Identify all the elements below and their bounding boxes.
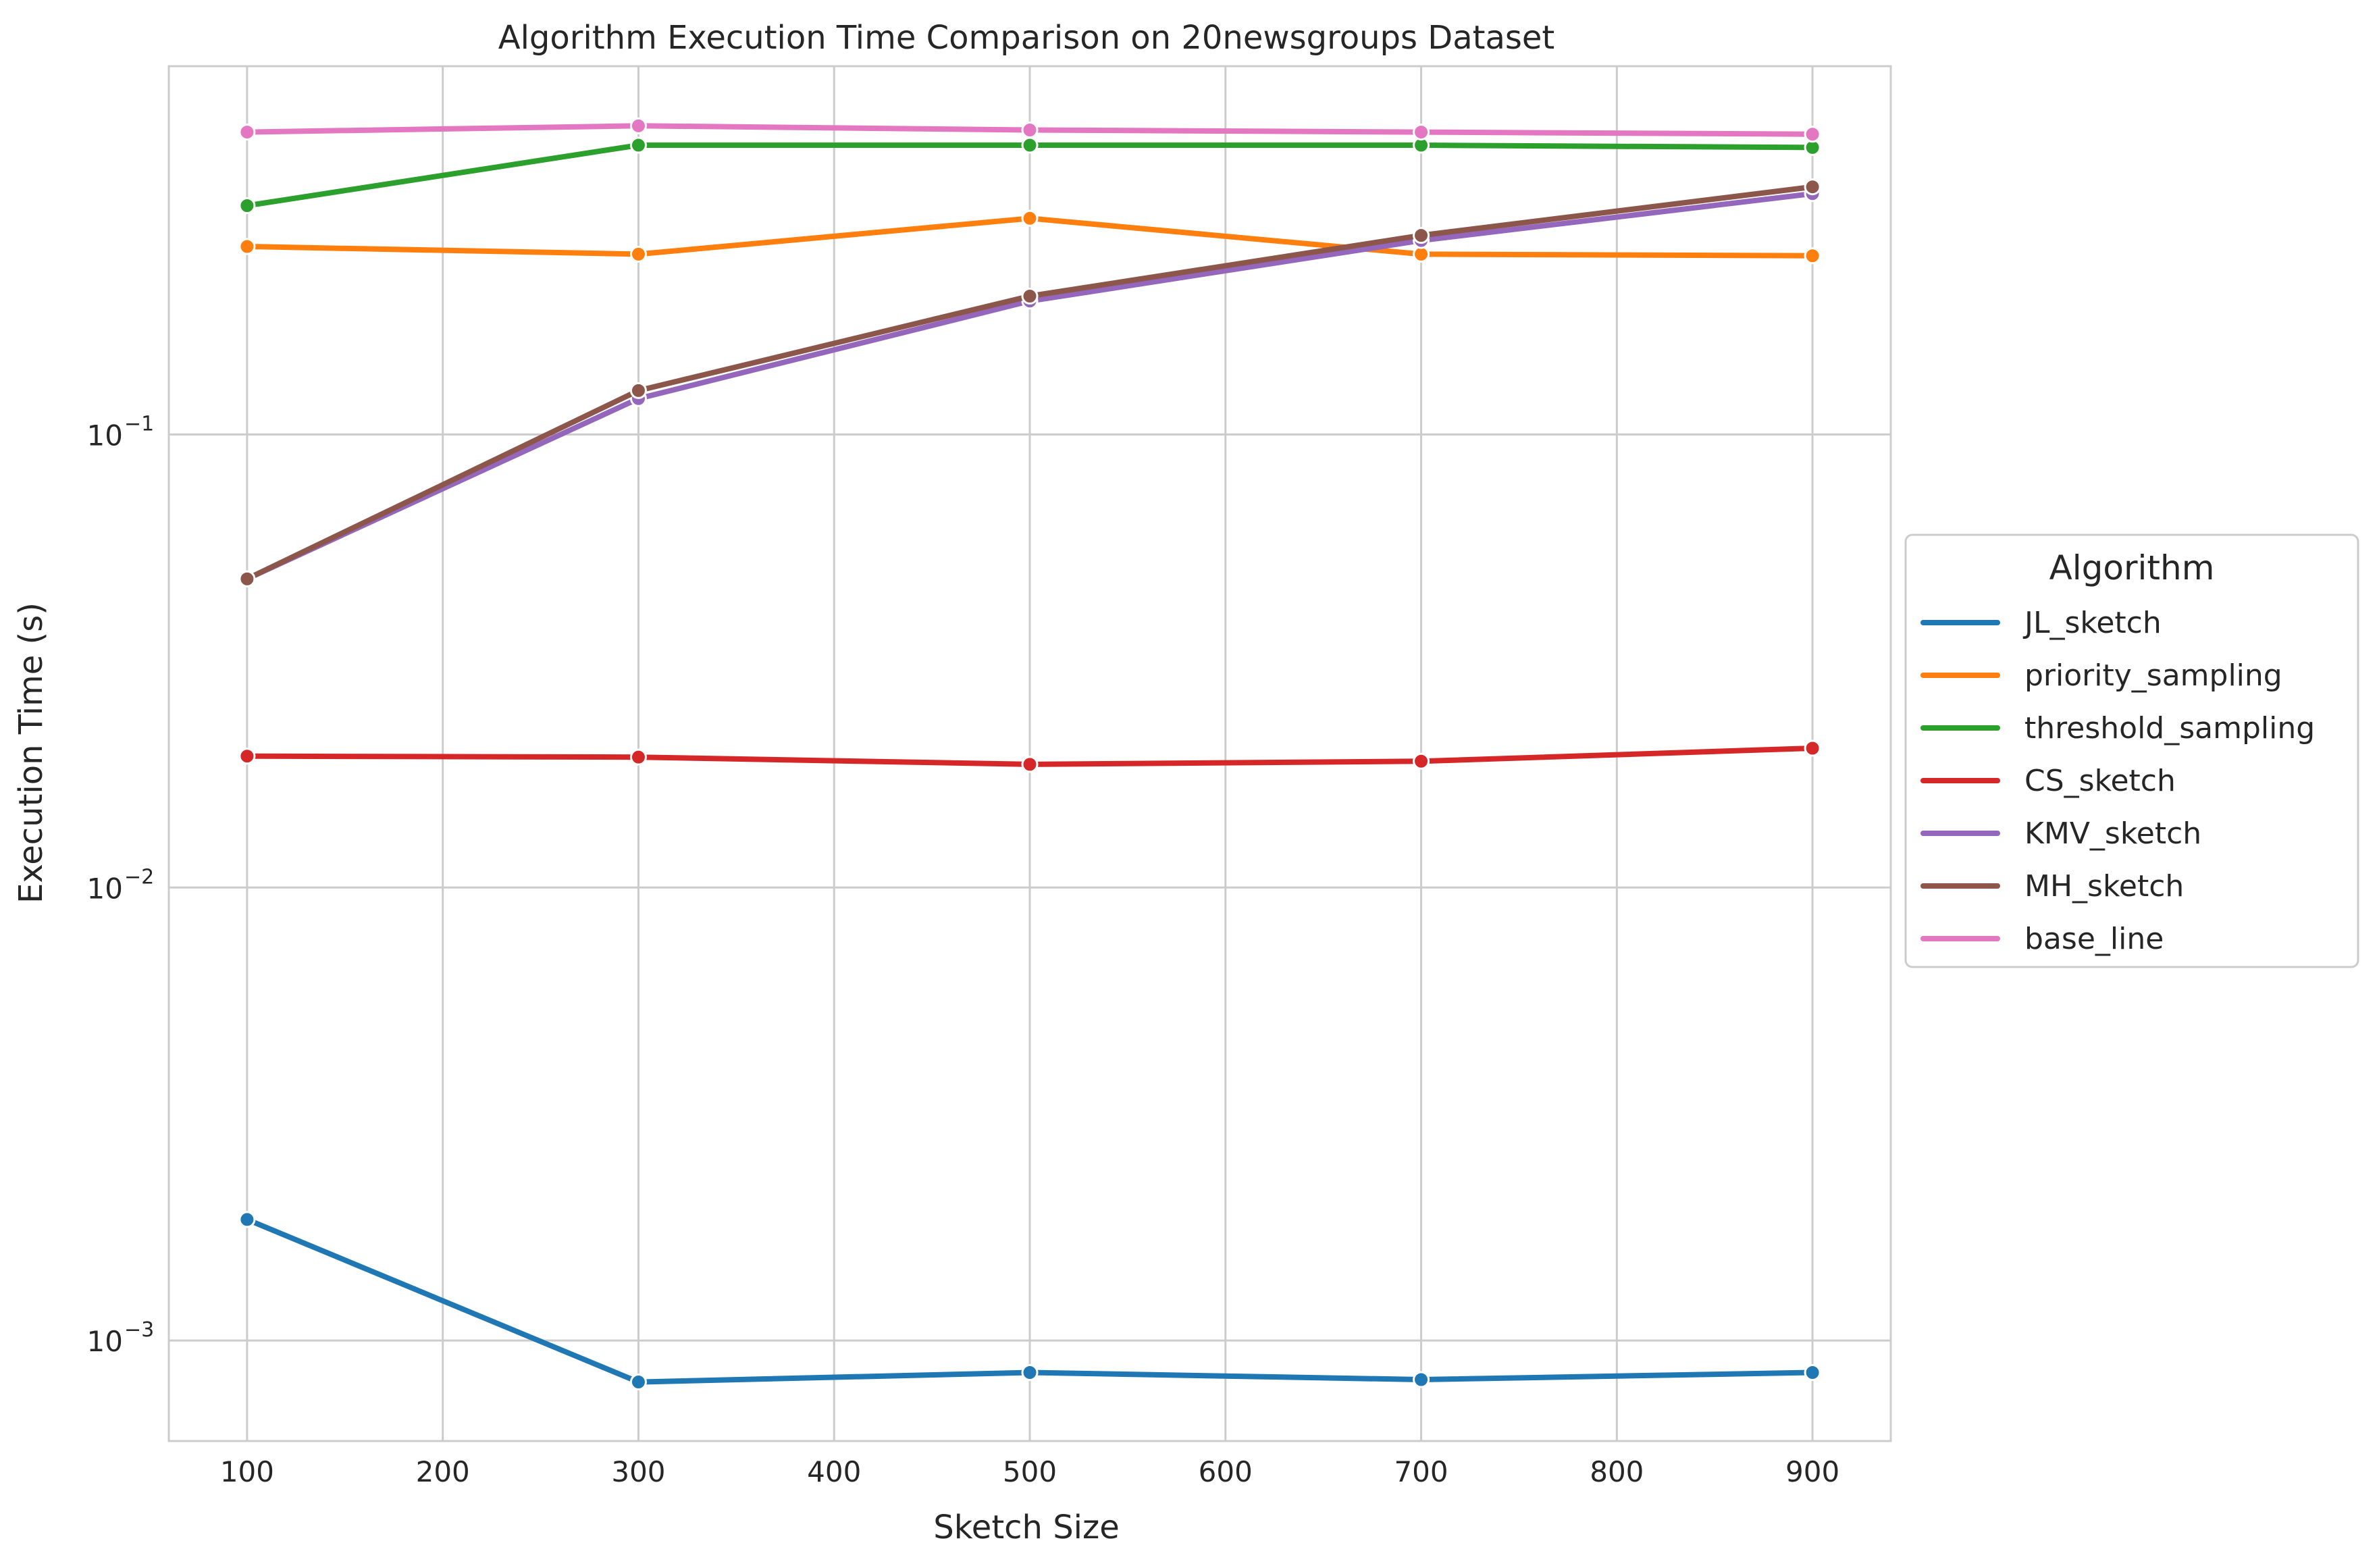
data-point <box>629 748 647 766</box>
series-base_line <box>238 117 1821 143</box>
data-point <box>1413 1371 1430 1388</box>
y-tick-exponent: −1 <box>124 412 154 436</box>
data-point <box>1021 136 1039 154</box>
data-point <box>1021 121 1039 138</box>
data-point <box>238 124 256 141</box>
data-point <box>1021 756 1039 773</box>
y-axis-label: Execution Time (s) <box>12 602 50 904</box>
legend-label: JL_sketch <box>2022 606 2162 640</box>
data-point <box>238 197 256 214</box>
data-point <box>629 382 647 399</box>
legend-label: CS_sketch <box>2024 764 2176 798</box>
x-tick-label: 500 <box>1003 1455 1057 1488</box>
series-CS_sketch <box>238 739 1821 773</box>
data-point <box>238 570 256 587</box>
data-point <box>1021 1364 1039 1382</box>
legend-label: threshold_sampling <box>2024 711 2315 746</box>
series-JL_sketch <box>238 1211 1821 1391</box>
series-threshold_sampling <box>238 136 1821 214</box>
data-point <box>1413 245 1430 263</box>
chart-title: Algorithm Execution Time Comparison on 2… <box>498 19 1555 57</box>
data-point <box>629 1374 647 1391</box>
plot-area-frame <box>167 65 1892 1442</box>
data-point <box>1413 227 1430 244</box>
data-point <box>629 117 647 134</box>
x-tick-label: 300 <box>611 1455 665 1488</box>
data-point <box>629 245 647 263</box>
data-point <box>1804 126 1821 143</box>
y-tick-exponent: −2 <box>124 865 154 889</box>
data-point <box>1804 1364 1821 1382</box>
data-point <box>1413 752 1430 770</box>
data-point <box>1413 124 1430 141</box>
x-axis-label: Sketch Size <box>933 1509 1120 1546</box>
x-tick-label: 100 <box>220 1455 274 1488</box>
legend-label: base_line <box>2024 922 2164 956</box>
x-tick-label: 900 <box>1785 1455 1839 1488</box>
y-tick-label: 10 <box>87 419 123 452</box>
data-point <box>629 136 647 154</box>
y-tick-label: 10 <box>87 872 123 905</box>
legend-items: JL_sketch priority_sampling threshold_samp… <box>1920 606 2315 956</box>
data-point <box>1804 178 1821 196</box>
legend-box <box>1904 533 2359 968</box>
data-point <box>1021 209 1039 227</box>
data-point <box>238 748 256 765</box>
x-tick-label: 200 <box>416 1455 470 1488</box>
series-layer <box>238 117 1821 1391</box>
x-tick-label: 600 <box>1199 1455 1253 1488</box>
x-tick-label: 800 <box>1590 1455 1644 1488</box>
data-point <box>238 1211 256 1228</box>
legend-label: KMV_sketch <box>2024 816 2201 851</box>
legend-title: Algorithm <box>2049 548 2215 587</box>
x-tick-label: 700 <box>1394 1455 1448 1488</box>
y-tick-label: 10 <box>87 1325 123 1358</box>
legend: Algorithm JL_sketch priority_samplingthre… <box>1904 533 2359 968</box>
data-point <box>1804 247 1821 265</box>
data-point <box>238 238 256 255</box>
data-point <box>1021 288 1039 305</box>
legend-label: MH_sketch <box>2024 869 2184 904</box>
data-point <box>1804 739 1821 757</box>
y-tick-exponent: −3 <box>124 1318 154 1342</box>
series-MH_sketch <box>238 178 1821 587</box>
legend-label: priority_sampling <box>2024 658 2282 693</box>
x-tick-label: 400 <box>807 1455 861 1488</box>
